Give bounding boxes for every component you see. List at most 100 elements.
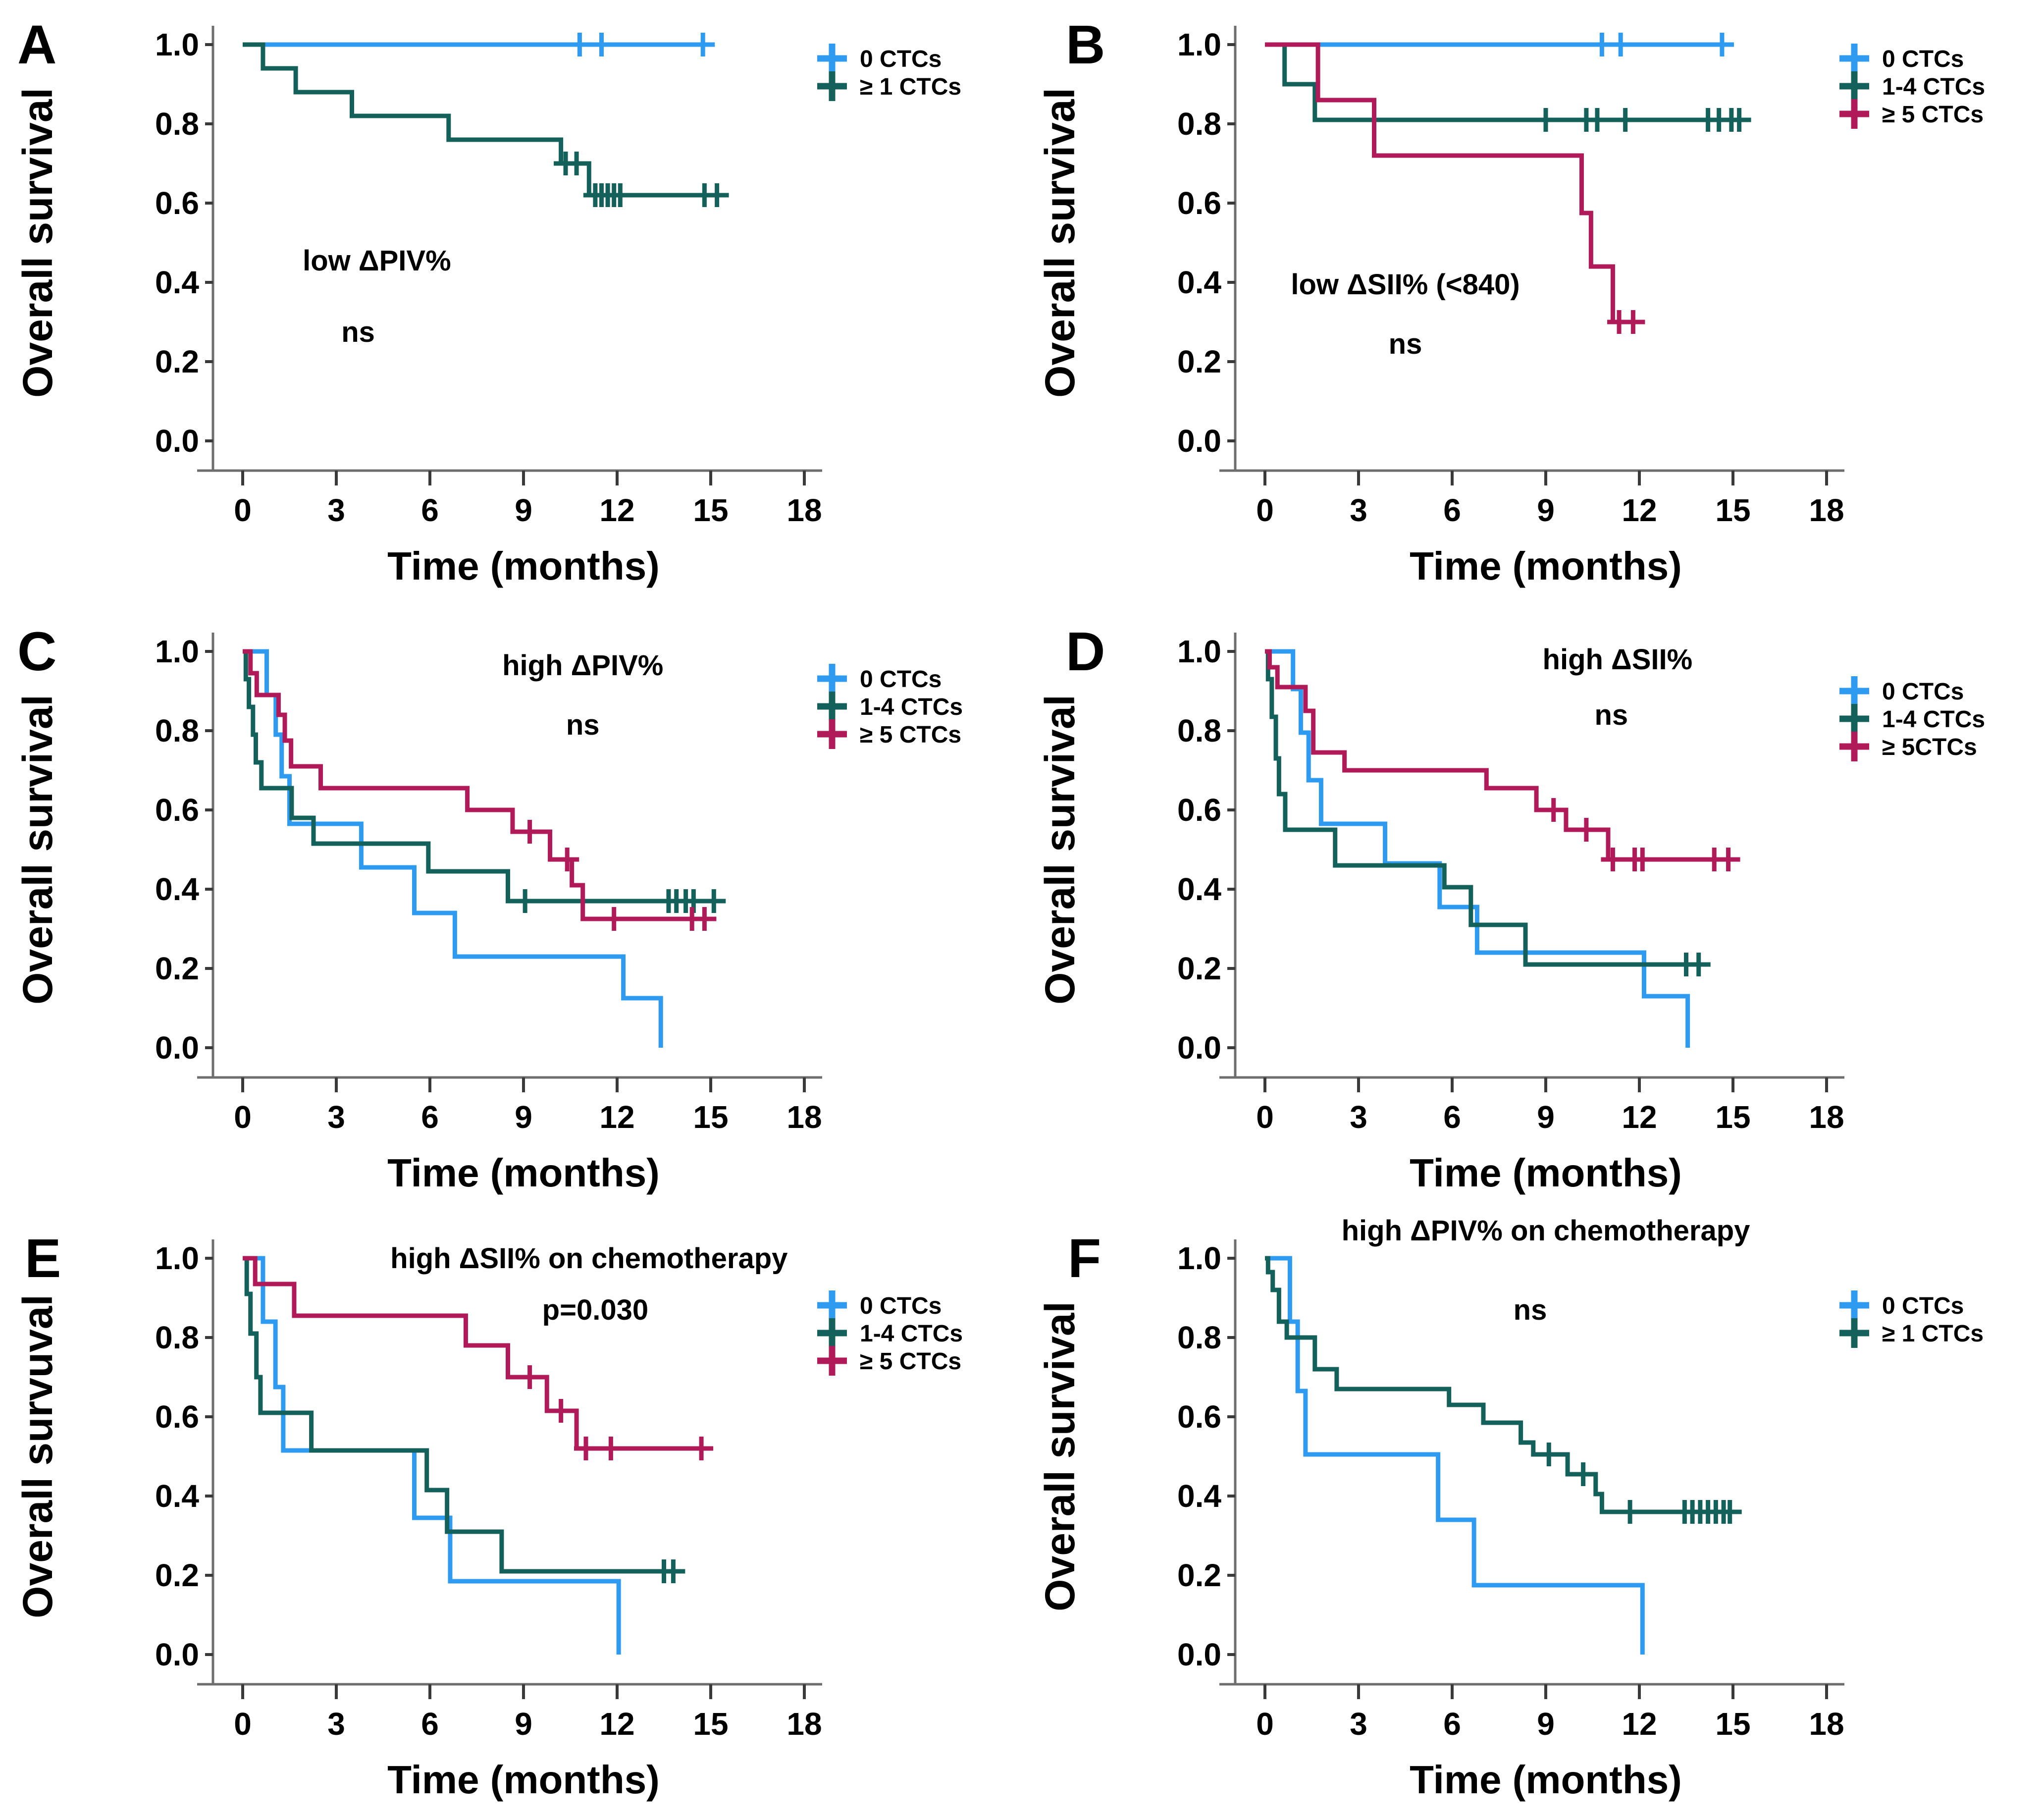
x-tick-label: 3 [327,1099,345,1135]
annotation-text: high ΔPIV% on chemotherapy [1342,1215,1750,1247]
y-tick-label: 0.6 [155,1399,199,1435]
survival-curve-teal [243,42,720,198]
x-axis-label: Time (months) [387,1758,660,1802]
legend-label: ≥ 5 CTCs [860,1348,961,1375]
survival-curve-teal [1265,649,1705,967]
panel-C: 0 3 6 9 12 15 18 0.0 0.2 0.4 0.6 0.8 1.0 Time (months… [0,607,1022,1213]
y-axis-label: Overall survival [1037,88,1083,398]
y-tick-label: 0.0 [1177,1637,1221,1672]
y-axis-label: Overall survival [1037,1301,1083,1611]
legend-label: ≥ 5 CTCs [1882,102,1984,128]
legend-label: 0 CTCs [1882,679,1964,705]
x-tick-label: 18 [786,1099,822,1135]
y-axis-label: Overall survival [14,695,61,1005]
survival-curve-blue [243,1256,621,1655]
y-tick-label: 0.8 [1177,1320,1221,1355]
panel-letter: F [1068,1228,1101,1289]
annotation-text: high ΔSII% on chemotherapy [390,1242,787,1275]
y-tick-label: 1.0 [1177,1240,1221,1276]
panel-A: 0 3 6 9 12 15 18 0.0 0.2 0.4 0.6 0.8 1.0 Time (months… [0,0,1022,606]
x-tick-label: 15 [1715,1099,1750,1135]
panel-letter: E [25,1228,61,1289]
x-tick-label: 9 [1537,492,1555,528]
x-tick-label: 0 [1256,1706,1274,1742]
y-tick-label: 1.0 [155,634,199,669]
y-tick-label: 0.8 [1177,106,1221,142]
survival-curve-crimson [243,649,708,921]
legend-label: ≥ 1 CTCs [860,74,961,100]
legend-label: 0 CTCs [860,666,942,693]
annotation-text: p=0.030 [542,1294,648,1326]
y-tick-label: 0.6 [155,792,199,828]
annotation-text: low ΔSII% (<840) [1291,268,1520,301]
y-tick-label: 0.2 [1177,344,1221,379]
x-tick-label: 0 [1256,492,1274,528]
y-tick-label: 0.2 [1177,951,1221,986]
y-tick-label: 0.0 [155,423,199,459]
panel-letter: C [17,621,56,682]
x-tick-label: 3 [327,1706,345,1742]
survival-curve-crimson [1265,649,1739,862]
legend-label: 1-4 CTCs [860,694,963,720]
x-axis-label: Time (months) [1410,1758,1682,1802]
panel-E-chart: 0 3 6 9 12 15 18 0.0 0.2 0.4 0.6 0.8 1.0 Time (months… [14,1228,963,1802]
x-tick-label: 9 [515,1706,532,1742]
survival-curve-teal [243,1256,680,1574]
x-tick-label: 3 [1350,492,1367,528]
annotation-text: ns [566,709,600,741]
x-tick-label: 12 [1622,1706,1657,1742]
y-tick-label: 1.0 [1177,634,1221,669]
y-tick-label: 0.6 [1177,185,1221,221]
survival-curve-teal [243,649,719,904]
x-tick-label: 15 [1715,1706,1750,1742]
x-tick-label: 15 [693,1099,728,1135]
panel-F-chart: 0 3 6 9 12 15 18 0.0 0.2 0.4 0.6 0.8 1.0 Time (months… [1037,1215,1984,1802]
legend-label: 0 CTCs [1882,46,1964,72]
y-tick-label: 0.8 [155,713,199,749]
panel-D-chart: 0 3 6 9 12 15 18 0.0 0.2 0.4 0.6 0.8 1.0 Time (months… [1037,621,1985,1195]
y-tick-label: 0.6 [155,185,199,221]
annotation-text: high ΔPIV% [502,649,663,682]
annotation-text: ns [1594,699,1628,731]
x-tick-label: 6 [421,492,439,528]
y-tick-label: 0.4 [155,871,199,907]
y-tick-label: 0.0 [1177,423,1221,459]
x-tick-label: 12 [599,1099,634,1135]
y-tick-label: 1.0 [155,27,199,62]
x-tick-label: 15 [693,492,728,528]
y-tick-label: 0.4 [155,1478,199,1514]
x-tick-label: 0 [234,492,252,528]
y-tick-label: 0.0 [155,1637,199,1672]
x-tick-label: 9 [515,492,532,528]
y-tick-label: 0.4 [1177,871,1221,907]
x-tick-label: 18 [1809,1099,1844,1135]
x-tick-label: 18 [1809,492,1844,528]
panel-A-chart: 0 3 6 9 12 15 18 0.0 0.2 0.4 0.6 0.8 1.0 Time (months… [14,14,961,588]
y-tick-label: 0.2 [1177,1557,1221,1593]
y-axis-label: Overall survuval [14,1294,61,1618]
y-tick-label: 0.0 [155,1030,199,1066]
panel-E: 0 3 6 9 12 15 18 0.0 0.2 0.4 0.6 0.8 1.0 Time (months… [0,1214,1022,1820]
annotation-text: ns [1389,328,1422,360]
x-tick-label: 12 [599,492,634,528]
panel-F: 0 3 6 9 12 15 18 0.0 0.2 0.4 0.6 0.8 1.0 Time (months… [1022,1214,2044,1820]
x-axis-label: Time (months) [387,544,660,588]
x-axis-label: Time (months) [1410,544,1682,588]
legend-label: ≥ 5 CTCs [860,722,961,748]
x-tick-label: 0 [234,1099,252,1135]
annotation-text: ns [1514,1294,1547,1326]
survival-curve-blue [1265,1256,1645,1655]
x-tick-label: 0 [234,1706,252,1742]
legend-label: 1-4 CTCs [1882,706,1985,733]
x-tick-label: 9 [1537,1099,1555,1135]
x-tick-label: 15 [693,1706,728,1742]
y-tick-label: 0.2 [155,951,199,986]
panel-letter: D [1066,621,1105,682]
panel-B: 0 3 6 9 12 15 18 0.0 0.2 0.4 0.6 0.8 1.0 Time (months… [1022,0,2044,606]
panel-B-chart: 0 3 6 9 12 15 18 0.0 0.2 0.4 0.6 0.8 1.0 Time (months… [1037,14,1985,588]
x-tick-label: 0 [1256,1099,1274,1135]
x-axis-label: Time (months) [387,1151,660,1195]
survival-curve-crimson [1265,42,1636,324]
x-tick-label: 18 [1809,1706,1844,1742]
survival-curve-teal [1265,42,1742,122]
